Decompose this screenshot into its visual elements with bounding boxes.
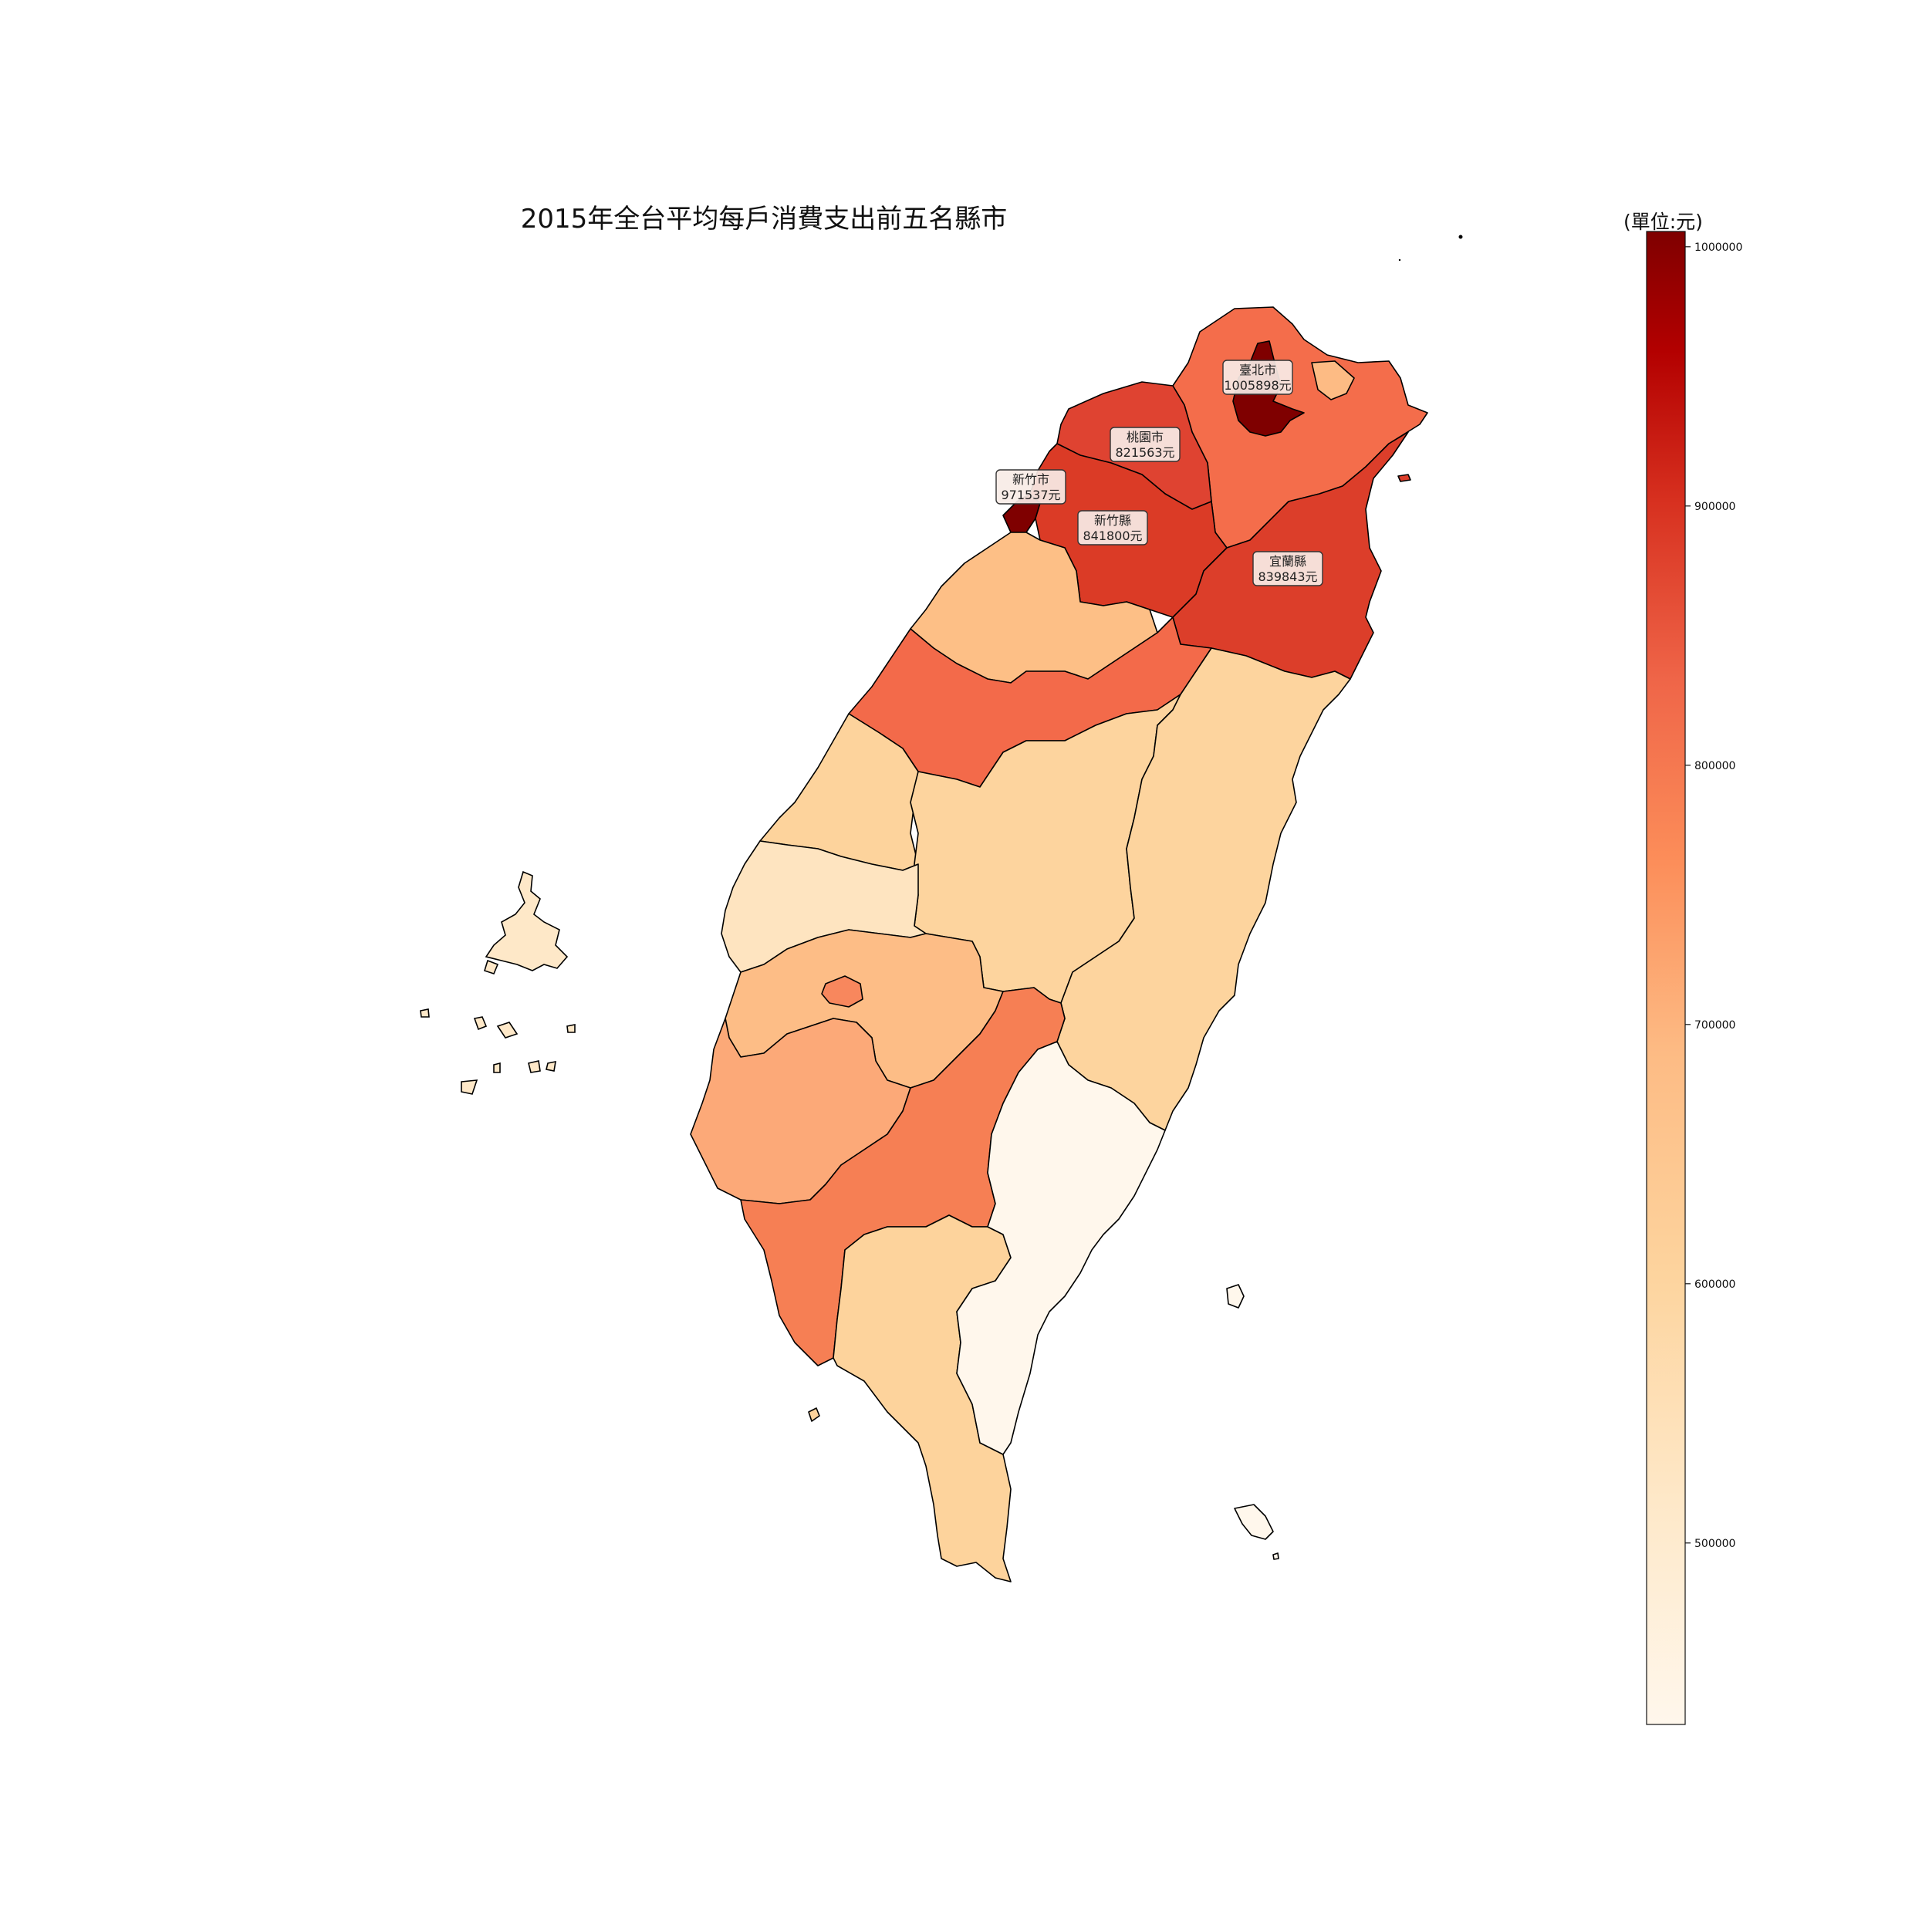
islet [1272,1552,1279,1560]
annotation-box [1110,427,1181,462]
colorbar-ticks: 500000 600000 700000 800000 900000 1000000 [1685,242,1742,1550]
island-guishan [1397,474,1411,482]
annotation-value: 1005898元 [1224,378,1291,393]
island-orchid [1234,1504,1274,1540]
colorbar-tick-label: 800000 [1694,760,1735,772]
colorbar-gradient [1646,231,1686,1725]
annotation-value: 841800元 [1083,529,1142,543]
annotation-region-name: 臺北市 [1239,363,1276,377]
colorbar-tick-label: 900000 [1694,501,1735,513]
islet-dot [1398,258,1401,262]
annotation-region-name: 新竹縣 [1094,513,1131,528]
island-green [1226,1284,1245,1309]
annotation-layer: 臺北市1005898元桃園市821563元新竹市971537元新竹縣841800… [995,360,1323,586]
region-chiayi-city [821,975,863,1008]
annotation-box [1077,510,1148,545]
colorbar-tick-label: 600000 [1694,1278,1735,1291]
colorbar-tick-label: 700000 [1694,1019,1735,1032]
region-hualien [1056,647,1351,1131]
region-keelung [1311,360,1355,400]
annotation-region-name: 桃園市 [1127,430,1164,444]
region-taitung [956,1041,1166,1455]
annotation-value: 971537元 [1001,488,1060,502]
annotation-value: 821563元 [1115,445,1174,460]
penghu-islands [420,870,576,1095]
colorbar: 500000 600000 700000 800000 900000 1000000 [1646,231,1742,1725]
colorbar-tick-label: 500000 [1694,1538,1735,1550]
colorbar-tick-label: 1000000 [1694,242,1742,254]
island-xiaoliuqiu [808,1407,820,1422]
annotation-region-name: 新竹市 [1012,472,1049,487]
colorbar-unit-label: (單位:元) [1623,211,1703,233]
islet-dot [1458,235,1463,239]
annotation-box [1252,551,1323,586]
annotation-box [1222,360,1293,395]
annotation-region-name: 宜蘭縣 [1269,554,1306,569]
annotation-box [995,469,1066,505]
annotation-value: 839843元 [1258,569,1317,584]
